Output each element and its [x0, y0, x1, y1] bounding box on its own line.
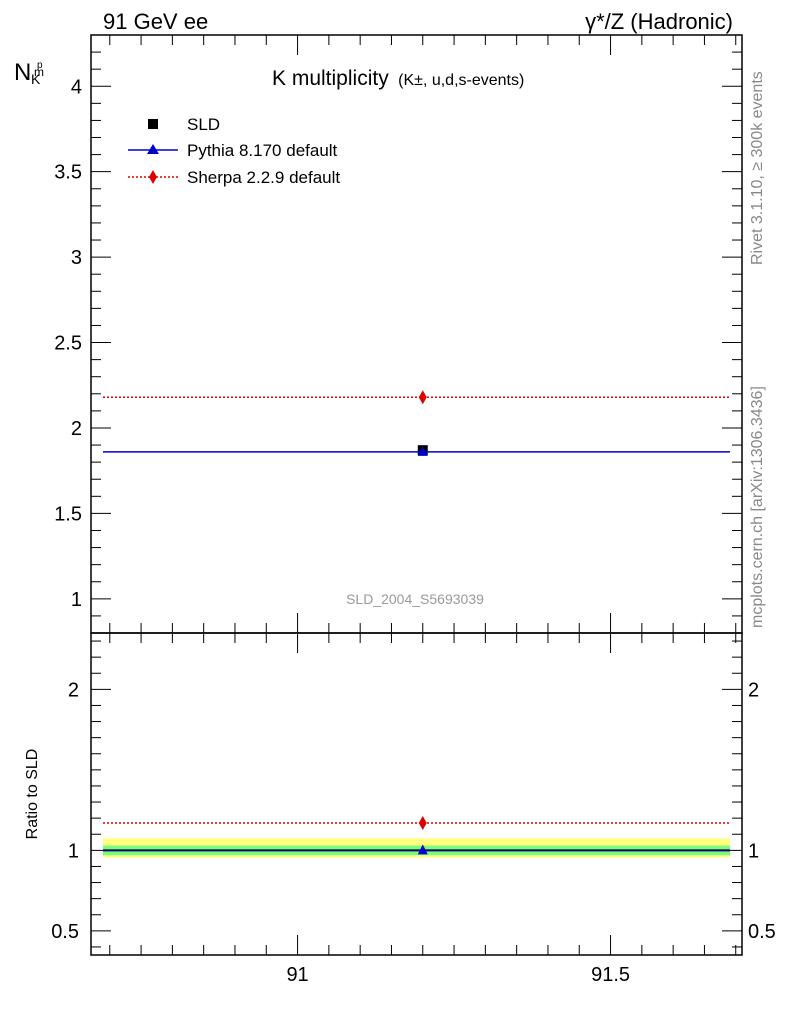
ratio-sherpa-point — [418, 815, 427, 830]
axis-tick-labels: 1 1.5 2 2.5 3 3.5 4 91 91.5 0.5 0.5 1 1 2 2 — [51, 76, 776, 986]
ratio-y-tick-label-left: 0.5 — [51, 921, 79, 943]
legend-label-sld: SLD — [187, 115, 220, 134]
header-right-label: γ*/Z (Hadronic) — [585, 9, 733, 34]
data-marks — [103, 390, 730, 855]
ylabel-main: N — [14, 59, 31, 86]
ylabel-sub: K — [31, 71, 41, 87]
pythia-point — [417, 445, 428, 456]
ratio-ylabel: Ratio to SLD — [24, 749, 41, 840]
ratio-pythia-point — [417, 844, 428, 855]
ratio-y-tick-label-right: 1 — [748, 840, 759, 862]
legend-marker-sld — [148, 119, 158, 129]
main-y-tick-label: 1 — [71, 589, 82, 611]
main-y-tick-label: 3 — [71, 247, 82, 269]
legend-label-sherpa: Sherpa 2.2.9 default — [187, 168, 340, 187]
main-y-tick-label: 2.5 — [54, 333, 82, 355]
legend-entry-sld: SLD — [148, 115, 220, 134]
legend: SLD Pythia 8.170 default Sherpa 2.2.9 de… — [128, 115, 340, 187]
ratio-y-tick-label-left: 2 — [68, 679, 79, 701]
ratio-y-tick-label-right: 2 — [748, 679, 759, 701]
sherpa-point — [418, 390, 427, 405]
chart-title-main: K multiplicity — [272, 67, 389, 90]
legend-marker-sherpa — [149, 170, 157, 184]
legend-entry-pythia: Pythia 8.170 default — [128, 141, 338, 160]
rivet-info-label: Rivet 3.1.10, ≥ 300k events — [749, 71, 766, 265]
analysis-id-label: SLD_2004_S5693039 — [346, 591, 484, 607]
ylabel-sup: p — [37, 60, 43, 71]
legend-marker-pythia — [147, 144, 159, 154]
ratio-y-tick-label-left: 1 — [68, 840, 79, 862]
ratio-panel-frame — [90, 632, 743, 956]
axis-ticks — [91, 34, 742, 955]
ratio-y-tick-label-right: 0.5 — [748, 921, 776, 943]
mcplots-info-label: mcplots.cern.ch [arXiv:1306.3436] — [749, 386, 766, 628]
legend-label-pythia: Pythia 8.170 default — [187, 141, 338, 160]
main-y-tick-label: 3.5 — [54, 162, 82, 184]
ratio-x-tick-label: 91 — [286, 964, 308, 986]
chart-title-sub: (K±, u,d,s-events) — [398, 72, 524, 89]
main-y-tick-label: 4 — [71, 76, 82, 98]
main-y-tick-label: 2 — [71, 418, 82, 440]
ylabel-sub2: m — [34, 65, 44, 79]
main-ylabel: N K p m — [14, 59, 44, 87]
chart-title: K multiplicity (K±, u,d,s-events) — [272, 67, 524, 90]
ratio-x-tick-label: 91.5 — [591, 964, 630, 986]
main-y-tick-label: 1.5 — [54, 503, 82, 525]
header-left-label: 91 GeV ee — [103, 9, 208, 34]
legend-entry-sherpa: Sherpa 2.2.9 default — [128, 168, 340, 187]
